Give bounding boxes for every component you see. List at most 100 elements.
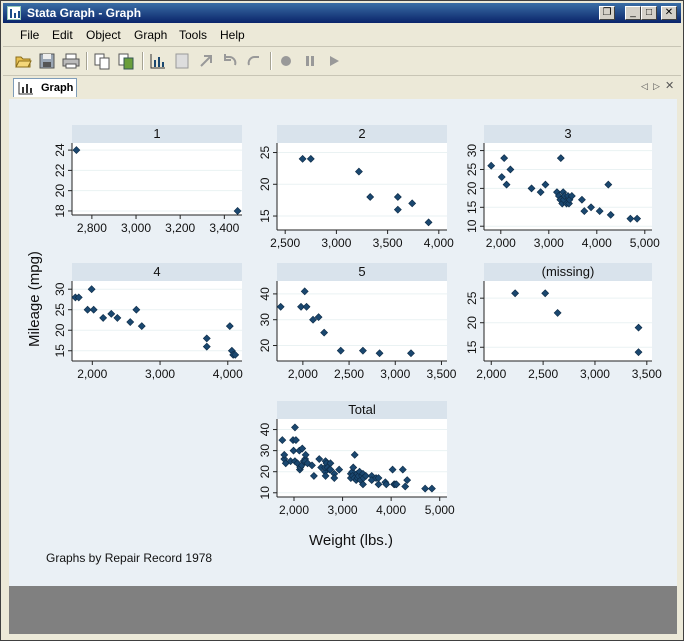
close-button[interactable]: ✕ xyxy=(661,6,677,20)
tab-scroll-right-icon[interactable]: ▷ xyxy=(653,81,660,91)
panel-7-data-point xyxy=(330,474,339,482)
tab-bar: Graph ◁ ▷ ✕ xyxy=(7,77,677,98)
open-icon[interactable] xyxy=(13,51,33,71)
panel-3-data-point xyxy=(580,207,589,216)
object-browser-icon[interactable] xyxy=(172,51,192,71)
play-icon[interactable] xyxy=(324,51,344,71)
save-icon[interactable] xyxy=(37,51,57,71)
panel-7-data-point xyxy=(401,482,410,491)
copy-icon[interactable] xyxy=(92,51,112,71)
panel-3-plot-area xyxy=(484,143,652,230)
panel-7-data-point xyxy=(392,480,401,489)
panel-7-data-point xyxy=(315,455,324,463)
panel-4-data-point xyxy=(231,350,240,359)
panel-7-data-point xyxy=(291,423,299,432)
panel-4-data-point xyxy=(225,322,234,331)
panel-7-data-point xyxy=(374,474,383,482)
panel-7-data-point xyxy=(301,450,310,459)
panel-6-data-point xyxy=(511,289,520,298)
panel-7-ytick-label: 20 xyxy=(258,465,272,479)
panel-7-data-point xyxy=(335,465,344,474)
panel-6-xtick-label: 3,500 xyxy=(632,367,662,381)
undo-icon[interactable] xyxy=(220,51,240,71)
panel-2-strip xyxy=(277,125,447,143)
panel-3-data-point xyxy=(567,192,576,200)
panel-7-xtick-label: 2,000 xyxy=(279,503,309,517)
tab-close-icon[interactable]: ✕ xyxy=(665,80,675,92)
panel-5-title: 5 xyxy=(358,264,365,279)
panel-5-data-point xyxy=(300,287,309,296)
panel-1-ytick-label: 22 xyxy=(53,163,67,177)
panel-4-data-point xyxy=(83,305,92,314)
panel-2-ytick-label: 25 xyxy=(258,146,272,160)
tab-scroll-left-icon[interactable]: ◁ xyxy=(641,81,648,91)
record-icon[interactable] xyxy=(276,51,296,71)
panel-5-xtick-label: 3,000 xyxy=(380,367,410,381)
panel-2-xtick-label: 4,000 xyxy=(424,236,454,250)
panel-4-xtick-label: 2,000 xyxy=(77,367,107,381)
panel-3-ytick-label: 10 xyxy=(465,219,479,233)
panel-6-data-point xyxy=(634,323,643,332)
panel-2-data-point xyxy=(355,167,363,176)
tab-graph[interactable]: Graph xyxy=(13,78,77,97)
menu-edit[interactable]: Edit xyxy=(52,28,73,42)
menu-graph[interactable]: Graph xyxy=(134,28,168,42)
panel-4-xtick-label: 4,000 xyxy=(213,367,243,381)
panel-6-ytick-label: 20 xyxy=(465,316,479,330)
panel-3-data-point xyxy=(577,195,586,204)
print-icon[interactable] xyxy=(61,51,81,71)
pointer-tool-icon[interactable] xyxy=(196,51,216,71)
panel-6-ytick-label: 25 xyxy=(465,291,479,305)
panel-7-data-point xyxy=(280,450,289,459)
stata-graph-icon xyxy=(7,6,21,20)
panel-5-data-point xyxy=(375,349,384,358)
panel-5-data-point xyxy=(314,313,323,322)
panel-7-data-point xyxy=(428,484,436,493)
panel-7-data-point xyxy=(321,471,330,480)
panel-4-data-point xyxy=(89,305,98,314)
pause-icon[interactable] xyxy=(300,51,320,71)
panel-3-title: 3 xyxy=(564,126,571,141)
redo-icon[interactable] xyxy=(244,51,264,71)
menu-help[interactable]: Help xyxy=(220,28,245,42)
panel-4-data-point xyxy=(202,342,211,351)
panel-3-data-point xyxy=(487,161,496,170)
panel-2-xtick-label: 2,500 xyxy=(270,236,300,250)
panel-2-xtick-label: 3,500 xyxy=(373,236,403,250)
tab-graph-label: Graph xyxy=(41,82,74,94)
panel-2-data-point xyxy=(306,154,315,163)
panel-7-data-point xyxy=(278,436,287,445)
toolbar xyxy=(3,47,681,76)
panel-1-plot-area xyxy=(72,143,242,215)
panel-5-ytick-label: 40 xyxy=(258,287,272,301)
panel-6-plot-area xyxy=(484,281,652,361)
panel-3-data-point xyxy=(541,180,550,189)
minimize-button[interactable]: _ xyxy=(625,6,641,20)
panel-4-data-point xyxy=(107,309,116,318)
panel-5-xtick-label: 2,000 xyxy=(288,367,318,381)
restore-down-icon: ❐ xyxy=(602,7,612,18)
panel-7-data-point xyxy=(403,476,412,485)
window-menu-button[interactable]: ❐ xyxy=(599,6,615,20)
panel-2-title: 2 xyxy=(358,126,365,141)
panel-7-data-point xyxy=(308,461,316,470)
panel-2-plot-area xyxy=(277,143,447,230)
menu-tools[interactable]: Tools xyxy=(179,28,208,42)
title-bar[interactable]: Stata Graph - Graph ❐ _ □ ✕ xyxy=(3,3,681,23)
panel-4-data-point xyxy=(132,305,141,314)
graph-canvas[interactable]: 1 18 20 22 24 2,800 3,000 3,200 3,400 2 15 20 25 2,50… xyxy=(9,99,677,586)
graph-editor-icon[interactable] xyxy=(148,51,168,71)
rename-icon[interactable] xyxy=(116,51,136,71)
panel-7-xtick-label: 4,000 xyxy=(376,503,406,517)
panel-1-data-point xyxy=(233,207,242,215)
panel-3-data-point xyxy=(587,203,595,212)
panel-5-xtick-label: 2,500 xyxy=(334,367,364,381)
maximize-button[interactable]: □ xyxy=(641,6,657,20)
x-axis-label: Weight (lbs.) xyxy=(309,532,393,549)
panel-3-data-point xyxy=(502,180,511,189)
menu-object[interactable]: Object xyxy=(86,28,121,42)
panel-1-data-point xyxy=(72,146,81,155)
menu-file[interactable]: File xyxy=(20,28,40,42)
panel-7-data-point xyxy=(350,450,359,459)
panel-5-data-point xyxy=(297,302,305,311)
